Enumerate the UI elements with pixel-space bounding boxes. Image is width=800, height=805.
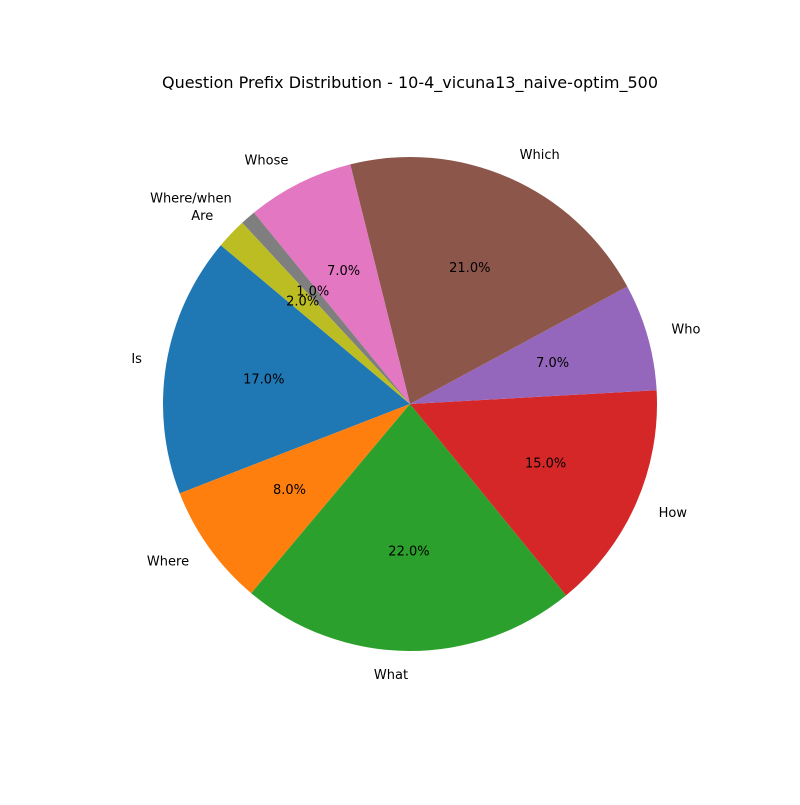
slice-label-who: Who — [671, 323, 700, 338]
slice-label-are: Are — [191, 209, 213, 224]
percent-label-which: 21.0% — [449, 261, 490, 276]
pie-slice-who — [410, 286, 657, 404]
slice-label-how: How — [659, 506, 688, 521]
pie-slices — [163, 157, 657, 652]
percent-label-where-when: 1.0% — [296, 285, 329, 300]
slice-label-where-when: Where/when — [150, 191, 232, 206]
percent-label-is: 17.0% — [243, 372, 284, 387]
pie-slice-is — [163, 245, 410, 494]
slice-label-what: What — [374, 668, 408, 683]
pie-slice-are — [220, 222, 410, 404]
percent-label-where: 8.0% — [273, 483, 306, 498]
slice-label-whose: Whose — [245, 154, 289, 169]
pie-slice-where — [179, 404, 410, 594]
percent-label-how: 15.0% — [525, 456, 566, 471]
pie-slice-whose — [253, 164, 410, 404]
chart-title: Question Prefix Distribution - 10-4_vicu… — [162, 73, 658, 93]
percent-label-whose: 7.0% — [327, 264, 360, 279]
percent-label-who: 7.0% — [536, 356, 569, 371]
pie-slice-what — [251, 404, 567, 652]
pie-labels: Is 17.0% Where 8.0% What 22.0% How 15.0% Who 7.0%… — [131, 148, 700, 683]
slice-label-is: Is — [131, 352, 142, 367]
pie-slice-which — [350, 157, 628, 404]
pie-slice-where-when — [242, 212, 410, 404]
percent-label-are: 2.0% — [286, 294, 319, 309]
percent-label-what: 22.0% — [388, 545, 429, 560]
slice-label-where: Where — [147, 555, 189, 570]
pie-slice-how — [410, 390, 657, 596]
slice-label-which: Which — [520, 148, 560, 163]
